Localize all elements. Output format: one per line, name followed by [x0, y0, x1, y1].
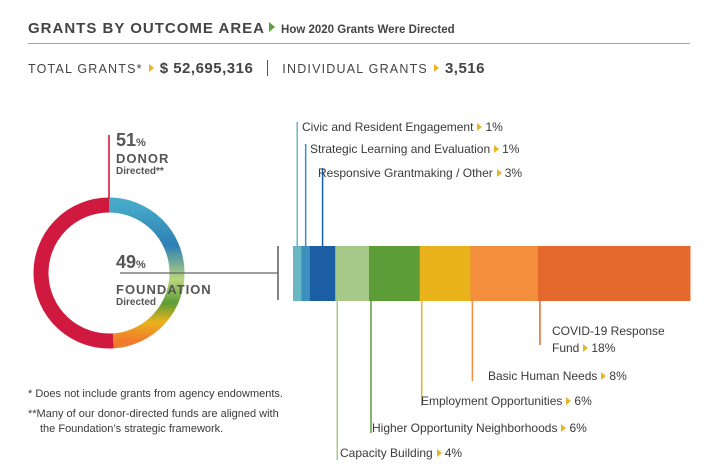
category-label: Capacity Building 4%	[340, 446, 462, 460]
footnotes: * Does not include grants from agency en…	[28, 387, 328, 437]
total-grants-label: TOTAL GRANTS*	[28, 62, 143, 76]
category-value: 6%	[574, 394, 592, 408]
donor-label: DONOR	[116, 151, 170, 166]
donut-slice-foundation	[108, 197, 185, 349]
category-value: 1%	[485, 120, 503, 134]
category-arrow-icon	[436, 449, 442, 457]
donut-slice-donor	[33, 197, 114, 349]
category-value: 3%	[504, 166, 523, 180]
category-name: Responsive Grantmaking / Other	[318, 166, 493, 180]
page-title: GRANTS BY OUTCOME AREA How 2020 Grants We…	[28, 20, 455, 37]
category-value: 4%	[444, 446, 463, 460]
category-name: Higher Opportunity Neighborhoods	[372, 421, 558, 435]
foundation-pct-sign: %	[136, 259, 146, 271]
bar-segment	[419, 246, 471, 301]
header-divider	[28, 43, 690, 44]
donor-label-block: 51% DONOR Directed**	[116, 130, 169, 177]
category-label: Strategic Learning and Evaluation 1%	[310, 142, 519, 156]
category-arrow-icon	[477, 123, 483, 131]
donor-pct-sign: %	[136, 137, 146, 149]
category-name: Civic and Resident Engagement	[302, 120, 474, 134]
category-value: 8%	[609, 369, 627, 383]
category-arrow-icon	[494, 145, 500, 153]
category-label: Employment Opportunities 6%	[421, 394, 592, 408]
bar-segment	[369, 246, 421, 301]
leader-lines	[296, 122, 541, 460]
category-label: Civic and Resident Engagement 1%	[302, 120, 503, 134]
footnote-3: the Foundation’s strategic framework.	[40, 423, 224, 435]
total-grants-value: $ 52,695,316	[159, 60, 254, 77]
category-arrow-icon	[561, 424, 567, 432]
category-label: Responsive Grantmaking / Other 3%	[318, 166, 522, 180]
category-arrow-icon	[566, 397, 572, 405]
foundation-pct-value: 49	[116, 252, 137, 272]
category-arrow-icon	[496, 169, 502, 177]
category-label: Basic Human Needs 8%	[488, 369, 627, 383]
totals-row: TOTAL GRANTS* $ 52,695,316 INDIVIDUAL GRAN…	[28, 60, 485, 77]
bar-segment	[537, 246, 691, 301]
foundation-label-block: 49% FOUNDATION Directed	[116, 252, 212, 308]
totals-separator	[267, 60, 269, 76]
category-value: 18%	[591, 341, 616, 355]
title-text: GRANTS BY OUTCOME AREA	[28, 20, 266, 37]
footnote-2: **Many of our donor-directed funds are a…	[28, 408, 279, 420]
donor-sublabel: Directed**	[116, 166, 164, 177]
bar-segment	[293, 246, 302, 301]
category-value: 1%	[502, 142, 520, 156]
category-name: Basic Human Needs	[488, 369, 598, 383]
individual-arrow-icon	[433, 64, 439, 72]
category-label: Higher Opportunity Neighborhoods 6%	[372, 421, 587, 435]
individual-grants-label: INDIVIDUAL GRANTS	[282, 62, 428, 76]
stacked-bar	[293, 246, 691, 301]
foundation-label: FOUNDATION	[116, 282, 212, 297]
category-label: COVID-19 Response Fund 18%	[552, 323, 692, 357]
category-name: Capacity Building	[340, 446, 433, 460]
bar-segment	[470, 246, 539, 301]
category-name: COVID-19 Response Fund	[552, 324, 665, 355]
bar-segment	[335, 246, 370, 301]
footnote-1: * Does not include grants from agency en…	[28, 388, 283, 400]
category-name: Strategic Learning and Evaluation	[310, 142, 491, 156]
category-arrow-icon	[601, 372, 607, 380]
individual-grants-value: 3,516	[444, 60, 485, 77]
total-arrow-icon	[148, 64, 154, 72]
category-arrow-icon	[583, 344, 589, 352]
donut-chart	[33, 197, 185, 349]
bar-segment	[301, 246, 311, 301]
title-arrow-icon	[269, 22, 276, 32]
foundation-pct: 49%	[116, 252, 212, 273]
category-name: Employment Opportunities	[421, 394, 563, 408]
foundation-sublabel: Directed	[116, 297, 157, 308]
subtitle-text: How 2020 Grants Were Directed	[281, 24, 455, 36]
donor-pct-value: 51	[116, 130, 137, 150]
category-value: 6%	[569, 421, 587, 435]
donor-pct: 51%	[116, 130, 169, 151]
bar-segment	[309, 246, 336, 301]
